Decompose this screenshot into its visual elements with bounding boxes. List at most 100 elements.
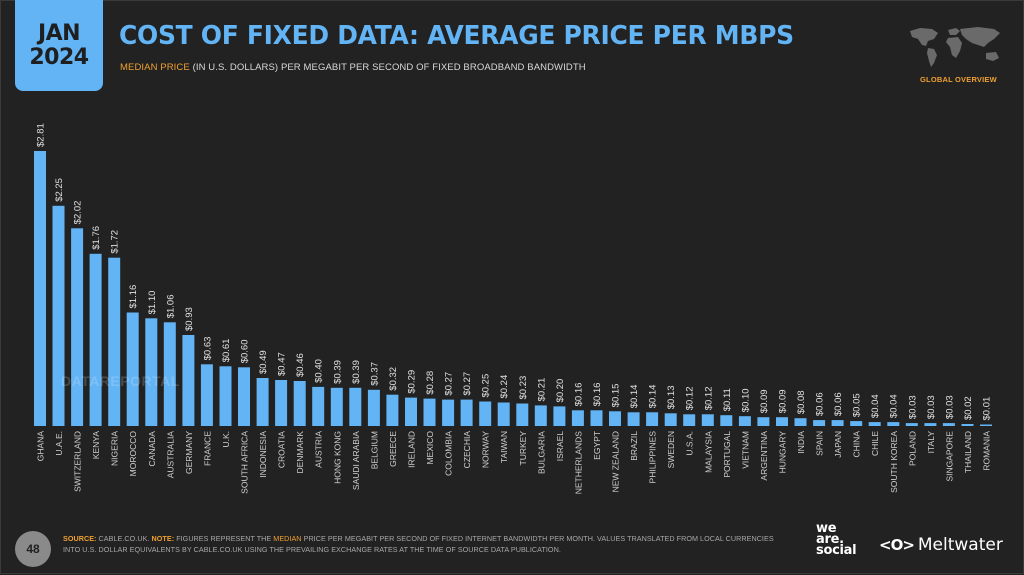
subtitle-accent: MEDIAN PRICE (120, 62, 190, 73)
category-label: BRAZIL (629, 431, 639, 461)
bar-china (850, 421, 863, 426)
bar-india (794, 418, 807, 426)
bar-brazil (627, 412, 640, 426)
bar-singapore (942, 423, 955, 426)
category-label: ITALY (926, 431, 936, 454)
category-label: SINGAPORE (944, 431, 954, 482)
value-label: $0.49 (258, 350, 269, 374)
bar-ghana (34, 151, 46, 426)
bar-germany (182, 335, 195, 426)
category-label: DENMARK (295, 431, 305, 474)
value-label: $0.16 (592, 383, 603, 407)
bar-australia (163, 322, 176, 426)
bar-denmark (293, 381, 306, 426)
bar-ireland (405, 397, 417, 426)
category-label: SAUDI ARABIA (351, 431, 361, 490)
source-label: SOURCE: (63, 534, 97, 543)
category-label: FRANCE (202, 431, 212, 466)
bar-u-k (219, 366, 232, 426)
we-are-social-logo: we are. social (816, 522, 857, 557)
value-label: $0.93 (184, 307, 195, 331)
category-label: MEXICO (425, 431, 435, 465)
value-label: $0.13 (666, 385, 677, 409)
bar-malaysia (701, 414, 714, 426)
category-label: TAIWAN (499, 431, 509, 463)
bar-hong-kong (330, 387, 343, 426)
value-label: $0.03 (907, 395, 918, 419)
bar-argentina (757, 417, 770, 426)
footer-note: SOURCE: CABLE.CO.UK. NOTE: FIGURES REPRE… (63, 534, 783, 555)
category-label: GREECE (388, 431, 398, 467)
bar-turkey (516, 403, 529, 426)
value-label: $0.01 (982, 397, 993, 421)
bar-norway (479, 401, 492, 426)
category-label: NEW ZEALAND (611, 431, 621, 492)
note-label: NOTE: (151, 534, 175, 543)
category-label: INDONESIA (258, 431, 268, 478)
bar-philippines (646, 412, 659, 426)
category-label: BELGIUM (369, 431, 379, 469)
value-label: $0.28 (425, 371, 436, 395)
bar-saudi-arabia (349, 387, 362, 426)
value-label: $1.16 (128, 285, 139, 309)
bar-nigeria (108, 257, 121, 426)
category-label: BULGARIA (536, 431, 546, 474)
bar-sweden (664, 413, 677, 426)
category-label: SPAIN (815, 431, 825, 456)
category-label: CANADA (147, 431, 157, 467)
bar-south-korea (887, 422, 900, 426)
category-label: ARGENTINA (759, 431, 769, 481)
page-number: 48 (15, 531, 51, 567)
bar-hungary (776, 417, 788, 426)
bar-kenya (89, 253, 102, 426)
source-text: CABLE.CO.UK. (96, 534, 152, 543)
value-label: $0.03 (926, 395, 937, 419)
region-label: GLOBAL OVERVIEW (920, 75, 997, 84)
date-badge: JAN 2024 (15, 0, 103, 91)
category-label: MOROCCO (128, 431, 138, 477)
value-label: $0.16 (573, 383, 584, 407)
value-label: $0.14 (648, 385, 659, 409)
category-label: NIGERIA (110, 431, 120, 466)
value-label: $0.11 (722, 388, 733, 411)
note-text-1: FIGURES REPRESENT THE (174, 534, 274, 543)
category-label: EGYPT (592, 431, 602, 460)
category-label: SOUTH KOREA (889, 431, 899, 493)
bar-japan (831, 420, 844, 426)
value-label: $1.76 (91, 226, 102, 250)
category-label: U.K. (221, 431, 231, 448)
category-label: CHILE (870, 431, 880, 456)
category-label: SWEDEN (666, 431, 676, 468)
bar-greece (386, 394, 399, 426)
bar-indonesia (256, 378, 269, 426)
value-label: $0.03 (944, 395, 955, 419)
bar-france (200, 364, 213, 426)
value-label: $0.12 (685, 386, 696, 410)
value-label: $0.04 (870, 394, 881, 418)
value-label: $0.60 (240, 339, 251, 363)
category-label: SOUTH AFRICA (240, 431, 250, 494)
meltwater-logo: <O> Meltwater (879, 535, 1003, 555)
value-label: $1.72 (110, 230, 121, 254)
bar-portugal (720, 415, 733, 426)
date-year: 2024 (29, 45, 89, 70)
category-label: AUSTRIA (314, 431, 324, 468)
value-label: $2.02 (73, 201, 84, 225)
category-label: CZECHIA (462, 431, 472, 469)
page-title: COST OF FIXED DATA: AVERAGE PRICE PER MB… (119, 21, 794, 51)
bar-canada (145, 318, 158, 426)
category-label: PHILIPPINES (648, 431, 658, 484)
value-label: $0.25 (481, 374, 492, 398)
value-label: $0.06 (833, 392, 844, 416)
value-label: $2.25 (54, 178, 65, 202)
category-label: KENYA (91, 431, 101, 460)
value-label: $0.27 (444, 372, 455, 396)
bar-bulgaria (534, 405, 547, 426)
value-label: $0.10 (740, 388, 751, 412)
bar-poland (905, 423, 918, 426)
value-label: $0.21 (536, 378, 547, 402)
value-label: $0.08 (796, 390, 807, 414)
category-label: JAPAN (833, 431, 843, 458)
page-subtitle: MEDIAN PRICE (IN U.S. DOLLARS) PER MEGAB… (120, 62, 586, 73)
